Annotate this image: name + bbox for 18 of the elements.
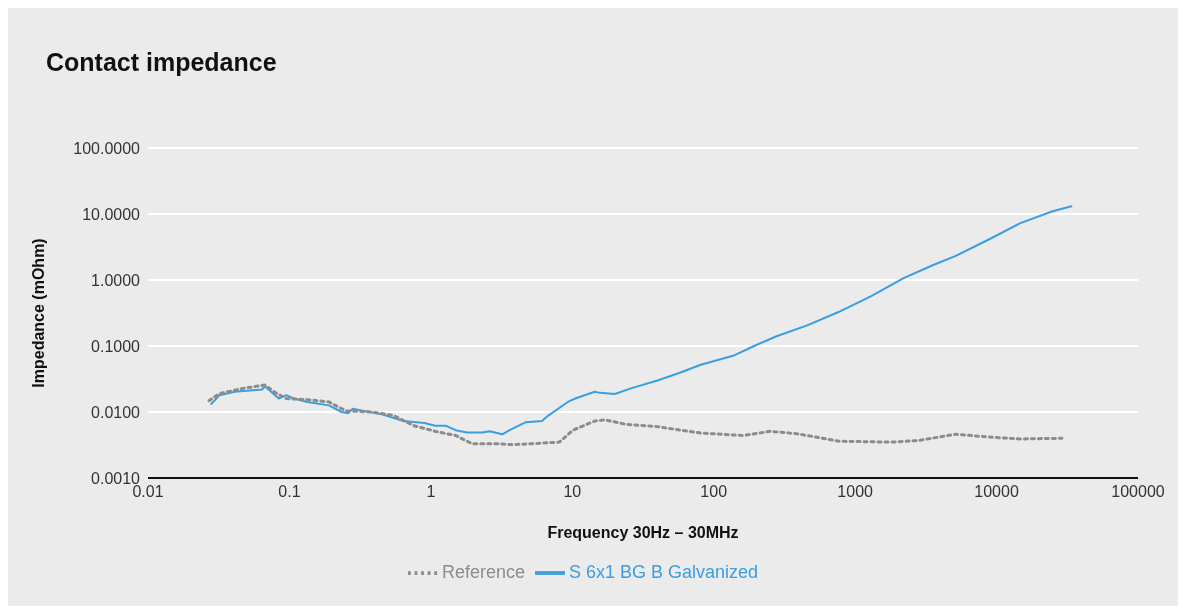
x-tick-label: 1	[426, 483, 436, 501]
x-tick-label: 100	[700, 483, 728, 501]
chart-title: Contact impedance	[46, 48, 277, 77]
x-tick-label: 0.01	[132, 483, 164, 501]
x-tick-label: 100000	[1111, 483, 1165, 501]
y-tick-label: 0.0100	[91, 403, 141, 421]
x-tick-label: 10000	[974, 483, 1019, 501]
y-tick-label: 10.0000	[82, 205, 141, 223]
x-tick-label: 1000	[837, 483, 874, 501]
legend-label: Reference	[441, 561, 525, 582]
x-tick-label: 0.1	[278, 483, 301, 501]
y-axis-title: Impedance (mOhm)	[29, 238, 47, 388]
legend-label: S 6x1 BG B Galvanized	[568, 561, 759, 582]
x-axis-title: Frequency 30Hz – 30MHz	[547, 524, 739, 541]
y-tick-label: 0.1000	[91, 337, 141, 355]
y-tick-label: 100.0000	[73, 139, 141, 157]
x-tick-label: 10	[563, 483, 582, 501]
y-tick-label: 1.0000	[91, 271, 141, 289]
